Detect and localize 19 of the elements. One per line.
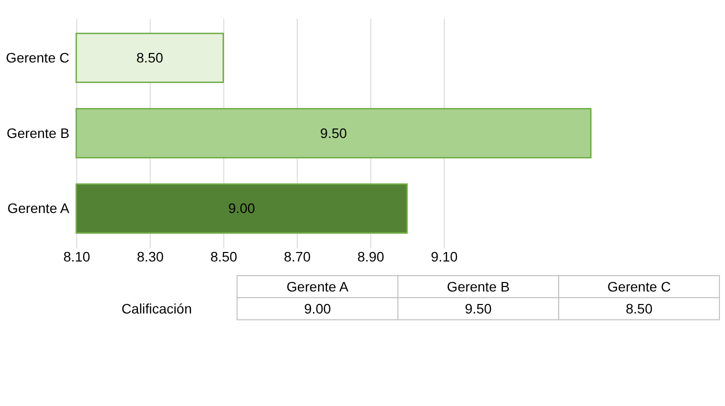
x-tick-label: 8.70 — [284, 249, 311, 264]
x-tick-label: 8.50 — [210, 249, 238, 264]
data-label: 9.50 — [320, 126, 348, 141]
x-tick-label: 8.10 — [63, 249, 90, 264]
text: 9.50 — [464, 301, 492, 316]
x-tick-label: 8.90 — [357, 249, 385, 264]
y-tick-label: Gerente B — [6, 126, 70, 141]
category-label: Gerente B — [446, 279, 510, 294]
y-tick-label: Gerente C — [6, 50, 70, 66]
data-label: 8.50 — [136, 50, 164, 66]
x-tick-label: 8.30 — [136, 249, 164, 264]
category-label: Gerente C — [607, 279, 671, 294]
x-tick-label: 9.10 — [430, 249, 458, 264]
text: 8.50 — [626, 301, 652, 316]
data-label: 9.00 — [228, 201, 256, 216]
text: 9.00 — [304, 301, 331, 316]
category-label: Gerente A — [286, 279, 348, 294]
y-tick-label: Gerente A — [7, 201, 70, 216]
text: Calificación — [121, 301, 192, 316]
